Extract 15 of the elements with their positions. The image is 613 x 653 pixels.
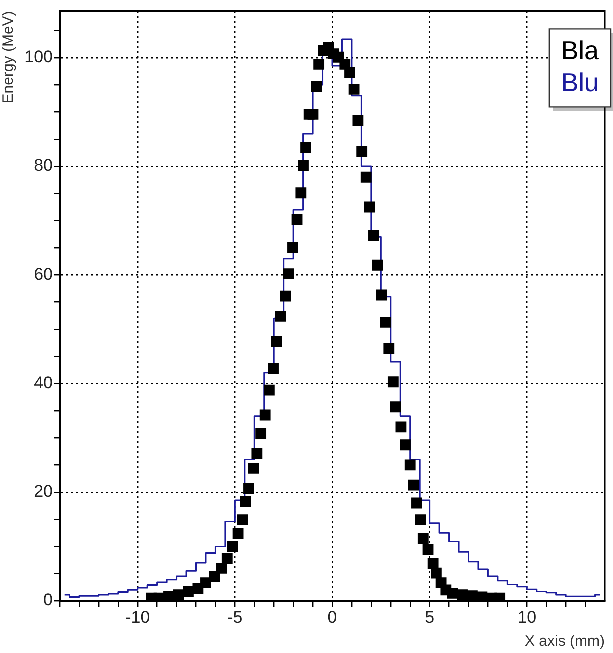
y-tick-label: 100 [24, 48, 53, 67]
y-axis-title: Energy (MeV) [0, 11, 18, 104]
x-tick-label: -5 [228, 608, 243, 627]
y-tick-label: 60 [34, 264, 53, 284]
y-tick-label: 80 [34, 156, 53, 176]
x-tick-label: 5 [425, 608, 435, 627]
x-tick-label: 0 [328, 608, 338, 627]
x-tick-label: 10 [518, 608, 537, 627]
x-axis-title: X axis (mm) [525, 633, 605, 650]
y-tick-label: 40 [34, 373, 53, 392]
text: Bla [561, 35, 600, 66]
y-tick-label: 0 [44, 590, 53, 610]
x-tick-label: -10 [126, 608, 150, 627]
y-tick-label: 20 [34, 482, 53, 502]
text: Blu [561, 67, 599, 98]
